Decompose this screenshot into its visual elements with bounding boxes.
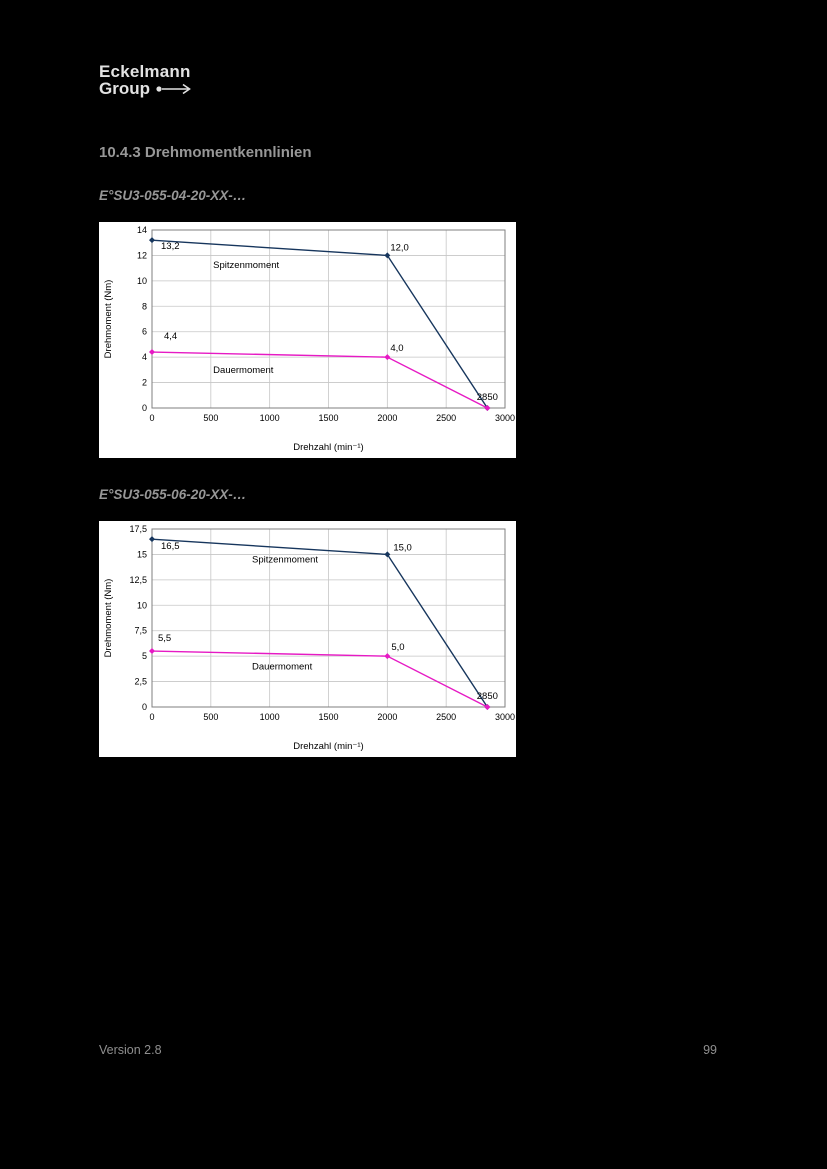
svg-text:1500: 1500 (318, 413, 338, 423)
svg-text:2850: 2850 (477, 691, 498, 702)
svg-text:0: 0 (149, 712, 154, 722)
svg-text:8: 8 (142, 301, 147, 311)
svg-text:5: 5 (142, 651, 147, 661)
svg-text:Drehzahl (min⁻¹): Drehzahl (min⁻¹) (293, 442, 363, 453)
logo-text-eckelmann: Eckelmann (99, 62, 191, 81)
svg-text:2000: 2000 (377, 712, 397, 722)
svg-text:1000: 1000 (260, 712, 280, 722)
svg-text:4,4: 4,4 (164, 331, 177, 342)
svg-text:1500: 1500 (318, 712, 338, 722)
svg-text:Dauermoment: Dauermoment (252, 661, 313, 672)
torque-chart-1: 0 500 1000 1500 2000 2500 3000 0 2 4 6 8 10 12 14 Drehz… (99, 222, 516, 458)
logo-text-group: Group (99, 79, 150, 99)
page-number: 99 (703, 1043, 717, 1057)
company-logo: Eckelmann Group (99, 63, 193, 98)
page-footer: Version 2.8 99 (99, 1043, 717, 1057)
svg-text:3000: 3000 (495, 413, 515, 423)
svg-text:3000: 3000 (495, 712, 515, 722)
section-heading: 10.4.3 Drehmomentkennlinien (99, 144, 312, 161)
svg-text:17,5: 17,5 (129, 524, 147, 534)
svg-text:16,5: 16,5 (161, 541, 180, 552)
svg-text:4: 4 (142, 352, 147, 362)
svg-text:15,0: 15,0 (393, 542, 412, 553)
svg-text:1000: 1000 (260, 413, 280, 423)
svg-text:Spitzenmoment: Spitzenmoment (252, 555, 318, 566)
svg-text:15: 15 (137, 549, 147, 559)
svg-text:2500: 2500 (436, 413, 456, 423)
svg-text:Drehmoment (Nm): Drehmoment (Nm) (103, 280, 114, 359)
svg-text:0: 0 (142, 702, 147, 712)
svg-text:12: 12 (137, 250, 147, 260)
svg-text:Dauermoment: Dauermoment (213, 365, 274, 376)
svg-text:12,5: 12,5 (129, 575, 147, 585)
svg-text:4,0: 4,0 (390, 343, 403, 354)
svg-text:2,5: 2,5 (134, 677, 147, 687)
svg-text:6: 6 (142, 327, 147, 337)
svg-text:2850: 2850 (477, 392, 498, 403)
svg-text:2500: 2500 (436, 712, 456, 722)
logo-arrow-icon (156, 83, 191, 95)
svg-text:0: 0 (149, 413, 154, 423)
chart-2-subtitle: E°SU3-055-06-20-XX-… (99, 487, 247, 502)
svg-text:500: 500 (203, 413, 218, 423)
svg-text:0: 0 (142, 403, 147, 413)
svg-text:5,5: 5,5 (158, 633, 171, 644)
svg-text:5,0: 5,0 (391, 642, 404, 653)
svg-text:10: 10 (137, 276, 147, 286)
svg-text:500: 500 (203, 712, 218, 722)
svg-text:Drehzahl (min⁻¹): Drehzahl (min⁻¹) (293, 741, 363, 752)
svg-text:14: 14 (137, 225, 147, 235)
svg-text:2: 2 (142, 378, 147, 388)
svg-text:2000: 2000 (377, 413, 397, 423)
version-label: Version 2.8 (99, 1043, 162, 1057)
chart-1-subtitle: E°SU3-055-04-20-XX-… (99, 188, 247, 203)
svg-text:7,5: 7,5 (134, 626, 147, 636)
svg-text:12,0: 12,0 (390, 242, 409, 253)
svg-text:Spitzenmoment: Spitzenmoment (213, 260, 279, 271)
svg-text:10: 10 (137, 600, 147, 610)
svg-text:13,2: 13,2 (161, 241, 180, 252)
torque-chart-2: 0 500 1000 1500 2000 2500 3000 0 2,5 5 7,5 10 12,5 15… (99, 521, 516, 757)
svg-text:Drehmoment (Nm): Drehmoment (Nm) (103, 579, 114, 658)
